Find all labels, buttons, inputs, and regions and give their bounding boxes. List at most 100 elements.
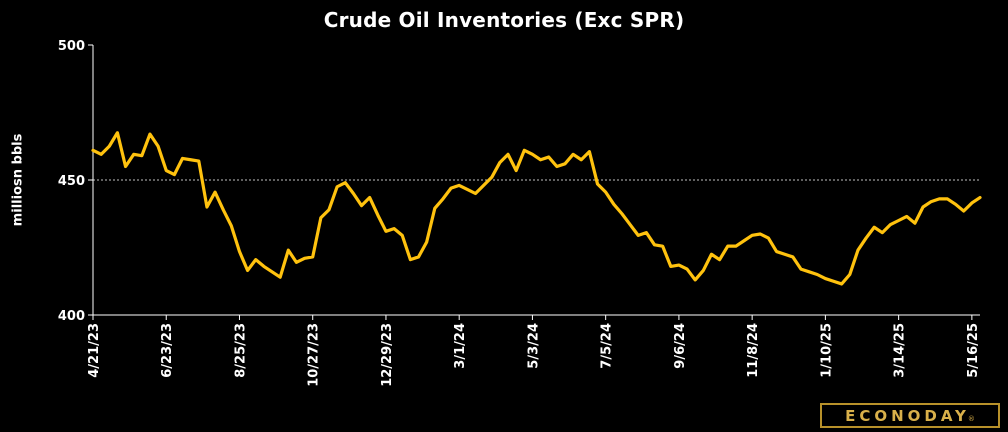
data-point — [482, 184, 485, 187]
data-point — [433, 207, 436, 210]
data-point — [783, 253, 786, 256]
data-point — [726, 244, 729, 248]
data-point — [319, 216, 323, 219]
data-point — [848, 273, 851, 276]
data-point — [368, 196, 371, 199]
data-point — [905, 215, 908, 218]
data-point — [612, 203, 616, 206]
data-point — [466, 188, 469, 191]
data-point — [571, 153, 575, 156]
x-tick-label: 3/1/24 — [453, 323, 468, 369]
data-point — [189, 158, 192, 161]
data-point — [938, 197, 941, 201]
data-point — [457, 184, 461, 187]
logo-registered-mark: ® — [967, 415, 975, 423]
data-point — [563, 162, 567, 165]
data-point — [311, 255, 314, 259]
data-point — [954, 203, 957, 206]
data-point — [441, 197, 445, 201]
data-point — [238, 250, 241, 253]
data-point — [978, 196, 982, 199]
data-point — [750, 234, 754, 237]
data-point — [360, 204, 363, 207]
data-point — [710, 253, 713, 256]
data-point — [506, 153, 510, 156]
data-point — [181, 157, 184, 160]
data-point — [376, 213, 380, 217]
data-point — [384, 230, 388, 233]
data-point — [270, 270, 274, 273]
data-point — [661, 244, 664, 248]
data-point — [742, 239, 746, 242]
series-line-crude-inventories — [91, 131, 982, 286]
data-point — [840, 282, 843, 286]
data-point — [474, 192, 477, 195]
data-point — [677, 263, 681, 267]
data-point — [246, 269, 249, 272]
data-point — [417, 255, 420, 259]
chart-title: Crude Oil Inventories (Exc SPR) — [323, 8, 685, 32]
data-point — [946, 197, 949, 201]
x-tick-label: 10/27/23 — [307, 323, 322, 387]
data-point — [791, 255, 795, 259]
data-point — [230, 224, 233, 228]
data-point — [287, 249, 290, 252]
data-point — [327, 208, 331, 211]
data-point — [799, 267, 803, 271]
data-point — [425, 240, 428, 244]
data-point — [392, 227, 396, 230]
data-point — [205, 205, 209, 209]
data-point — [588, 150, 591, 153]
data-point — [604, 190, 607, 194]
data-point — [222, 208, 225, 211]
x-tick-label: 12/29/23 — [380, 323, 395, 387]
data-point — [108, 145, 111, 148]
data-point — [767, 236, 770, 240]
data-point — [490, 176, 493, 179]
data-point — [759, 232, 762, 236]
data-point — [962, 209, 965, 213]
data-point — [197, 159, 200, 163]
data-point — [856, 249, 860, 252]
data-point — [409, 258, 412, 261]
data-point — [693, 278, 697, 282]
data-point — [344, 181, 347, 184]
data-point — [132, 153, 135, 156]
data-point — [547, 155, 550, 159]
data-point — [824, 277, 827, 280]
data-point — [262, 265, 266, 268]
data-point — [832, 280, 835, 283]
data-point — [99, 153, 103, 156]
y-tick-label-500: 500 — [58, 39, 85, 54]
data-point — [523, 149, 526, 152]
data-point — [807, 270, 811, 273]
x-tick-label: 7/5/24 — [600, 323, 615, 369]
econoday-logo: ECONODAY ® — [820, 403, 1000, 428]
logo-text: ECONODAY — [845, 406, 970, 425]
data-point — [628, 223, 632, 226]
data-point — [637, 234, 640, 237]
x-tick-label: 3/14/25 — [893, 323, 908, 378]
x-tick-label: 5/3/24 — [526, 323, 541, 369]
data-point — [596, 182, 599, 186]
data-point — [124, 165, 127, 168]
x-tick-label: 1/10/25 — [819, 323, 834, 378]
data-point — [645, 231, 648, 234]
data-point — [702, 269, 705, 272]
data-point — [873, 226, 876, 229]
data-point — [514, 169, 518, 172]
data-point — [91, 149, 95, 152]
data-point — [148, 132, 152, 136]
data-point — [669, 265, 672, 268]
data-point — [913, 222, 917, 225]
data-point — [734, 244, 738, 248]
data-point — [156, 145, 160, 148]
x-tick-label: 8/25/23 — [233, 323, 248, 378]
data-point — [254, 258, 257, 261]
x-tick-label: 6/23/23 — [160, 323, 175, 378]
data-point — [213, 190, 217, 194]
data-point — [620, 212, 624, 215]
data-point — [165, 169, 168, 172]
